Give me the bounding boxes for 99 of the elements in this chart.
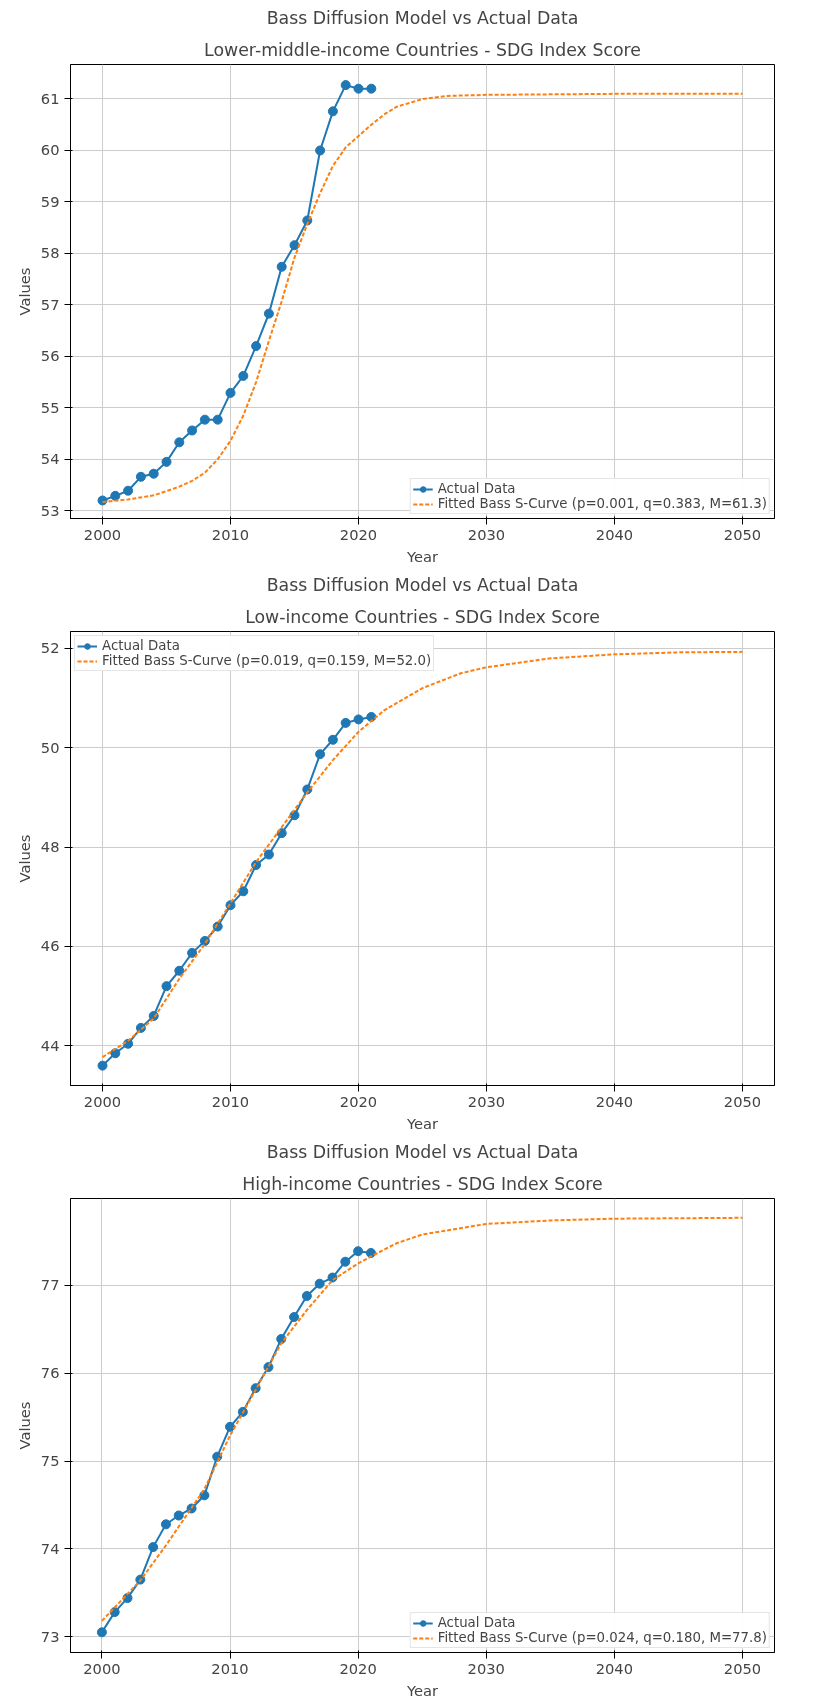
- x-tick-label: 2000: [83, 525, 122, 543]
- point: [97, 1060, 108, 1071]
- line-series: [101, 650, 744, 1059]
- point: [353, 83, 364, 94]
- y-axis-title: Values: [15, 267, 33, 316]
- y-tick-label: 76: [40, 1364, 60, 1382]
- x-tick-label: 2030: [467, 525, 506, 543]
- point: [289, 240, 300, 251]
- point: [110, 490, 121, 501]
- y-tick-label: 53: [40, 501, 60, 519]
- y-tick-label: 60: [40, 141, 60, 159]
- point: [225, 387, 236, 398]
- y-tick-label: 46: [40, 937, 60, 955]
- point: [353, 714, 364, 725]
- point: [238, 886, 249, 897]
- point: [340, 80, 351, 91]
- point: [96, 1627, 107, 1638]
- y-tick-label: 52: [40, 639, 60, 657]
- y-tick-label: 59: [40, 192, 60, 210]
- chart-title: Bass Diffusion Model vs Actual Data: [266, 574, 579, 595]
- y-tick-label: 44: [40, 1036, 60, 1054]
- point: [173, 1510, 184, 1521]
- point: [327, 106, 338, 117]
- x-tick-label: 2050: [723, 525, 762, 543]
- chart-subtitle: Lower-middle-income Countries - SDG Index Score: [204, 39, 641, 60]
- point: [263, 849, 274, 860]
- chart-title: Bass Diffusion Model vs Actual Data: [266, 7, 579, 28]
- point: [315, 749, 326, 760]
- point: [123, 485, 134, 496]
- point: [187, 425, 198, 436]
- chart-title: Bass Diffusion Model vs Actual Data: [266, 1141, 579, 1162]
- y-tick-label: 74: [40, 1539, 60, 1557]
- y-tick-label: 58: [40, 244, 60, 262]
- x-axis-title: Year: [405, 547, 439, 565]
- y-tick-label: 57: [40, 295, 60, 313]
- y-tick-label: 55: [40, 398, 60, 416]
- point: [276, 828, 287, 839]
- y-tick-label: 48: [40, 838, 60, 856]
- x-tick-label: 2050: [723, 1092, 762, 1110]
- point: [365, 1247, 376, 1258]
- point: [238, 370, 249, 381]
- point: [327, 734, 338, 745]
- point: [199, 414, 210, 425]
- point: [251, 341, 262, 352]
- x-tick-label: 2000: [83, 1659, 121, 1677]
- y-tick-label: 56: [40, 347, 60, 365]
- x-tick-label: 2020: [339, 525, 378, 543]
- point: [289, 1312, 300, 1323]
- point: [314, 1278, 325, 1289]
- legend-label: Fitted Bass S-Curve (p=0.001, q=0.383, M=61.3): [437, 496, 767, 511]
- point: [161, 456, 172, 467]
- x-tick-label: 2040: [595, 1092, 634, 1110]
- point: [148, 1542, 159, 1553]
- y-tick-label: 73: [40, 1627, 60, 1645]
- x-tick-label: 2010: [211, 525, 250, 543]
- x-tick-label: 2000: [83, 1092, 122, 1110]
- chart-subtitle: High-income Countries - SDG Index Score: [242, 1173, 603, 1194]
- point: [301, 1290, 312, 1301]
- legend-label: Actual Data: [437, 1615, 516, 1630]
- x-tick-label: 2050: [723, 1659, 762, 1677]
- point: [110, 1048, 121, 1059]
- y-tick-label: 75: [40, 1452, 60, 1470]
- point: [340, 717, 351, 728]
- x-axis-title: Year: [405, 1681, 439, 1699]
- point: [174, 437, 185, 448]
- point: [161, 981, 172, 992]
- x-tick-label: 2010: [211, 1659, 249, 1677]
- point: [225, 1421, 236, 1432]
- point: [174, 965, 185, 976]
- legend-label: Actual Data: [437, 481, 516, 496]
- point: [276, 261, 287, 272]
- y-tick-label: 50: [40, 738, 60, 756]
- y-axis-title: Values: [15, 1401, 33, 1450]
- point: [366, 83, 377, 94]
- point: [160, 1519, 171, 1530]
- point: [263, 308, 274, 319]
- y-axis-title: Values: [15, 834, 33, 883]
- point: [353, 1246, 364, 1257]
- chart-subtitle: Low-income Countries - SDG Index Score: [245, 606, 600, 627]
- x-tick-label: 2030: [467, 1659, 505, 1677]
- legend-label: Fitted Bass S-Curve (p=0.024, q=0.180, M=77.8): [437, 1630, 767, 1645]
- point: [340, 1256, 351, 1267]
- y-tick-label: 61: [40, 89, 60, 107]
- legend-label: Fitted Bass S-Curve (p=0.019, q=0.159, M=52.0): [102, 653, 432, 668]
- point: [212, 414, 223, 425]
- x-tick-label: 2040: [595, 525, 634, 543]
- point: [135, 471, 146, 482]
- x-tick-label: 2020: [339, 1092, 378, 1110]
- point: [315, 145, 326, 156]
- y-tick-label: 54: [40, 450, 60, 468]
- x-tick-label: 2040: [595, 1659, 634, 1677]
- point: [148, 468, 159, 479]
- legend-label: Actual Data: [102, 638, 180, 653]
- x-tick-label: 2010: [211, 1092, 250, 1110]
- point: [187, 947, 198, 958]
- x-tick-label: 2030: [467, 1092, 506, 1110]
- y-tick-label: 77: [40, 1276, 60, 1294]
- x-tick-label: 2020: [339, 1659, 377, 1677]
- x-axis-title: Year: [405, 1114, 439, 1132]
